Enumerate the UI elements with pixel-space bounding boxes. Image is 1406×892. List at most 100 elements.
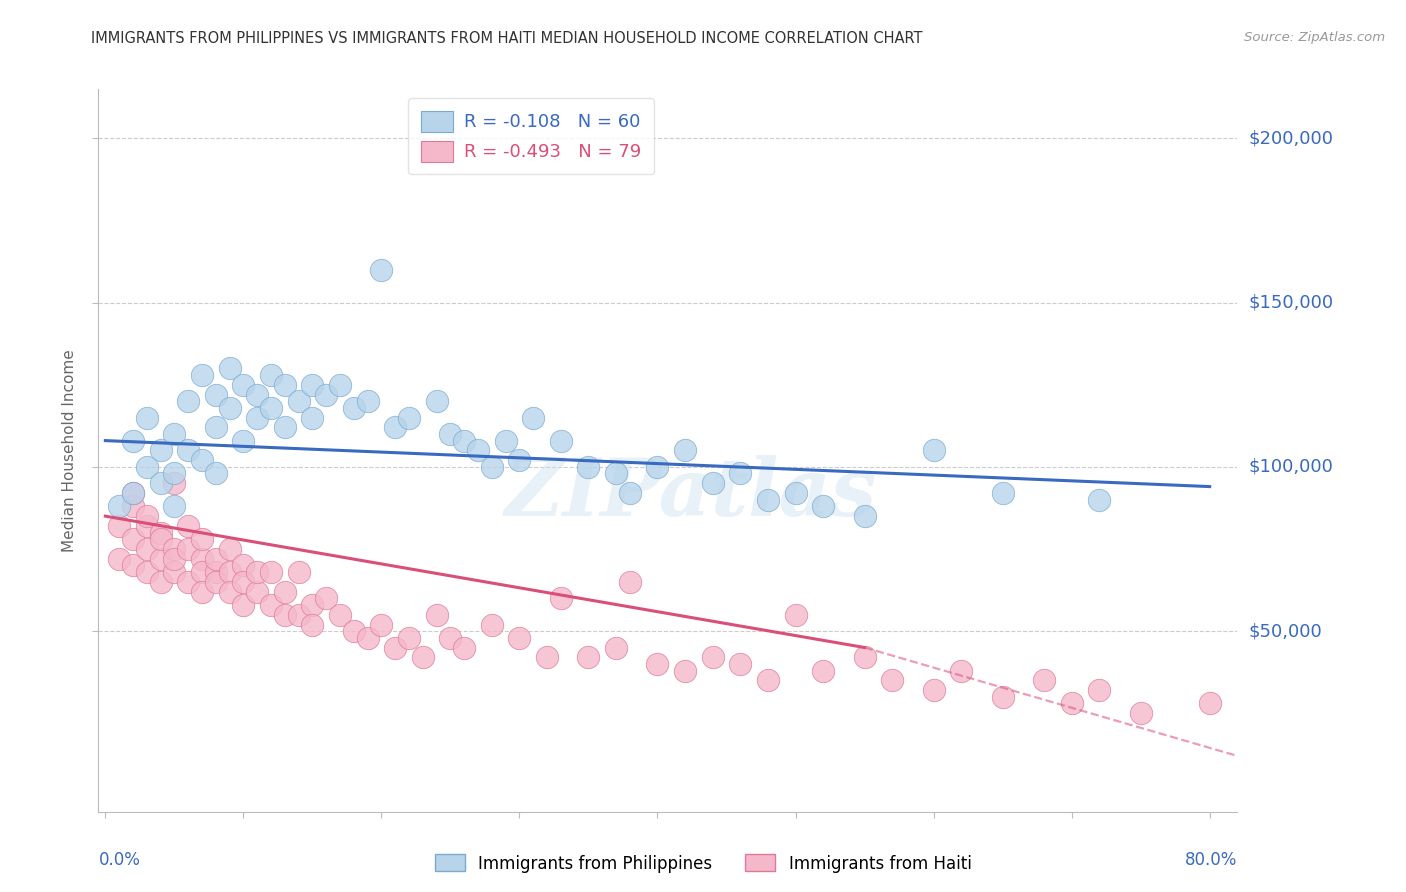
Point (274, 377, 297, 392)
Point (191, 584, 214, 599)
Point (135, 519, 157, 533)
Text: 0.0%: 0.0% (98, 851, 141, 869)
Point (260, 368, 283, 382)
Point (730, 467, 752, 481)
Point (950, 664, 973, 678)
Text: Source: ZipAtlas.com: Source: ZipAtlas.com (1244, 31, 1385, 45)
Y-axis label: Median Household Income: Median Household Income (62, 349, 77, 552)
Point (135, 459, 157, 474)
Point (135, 565, 157, 579)
Point (756, 492, 779, 507)
Point (1088, 492, 1111, 507)
Point (647, 657, 669, 671)
Point (232, 598, 254, 612)
Point (191, 551, 214, 566)
Point (1198, 696, 1220, 710)
Point (439, 427, 461, 442)
Point (922, 683, 945, 698)
Point (536, 650, 558, 665)
Point (108, 519, 131, 533)
Point (287, 565, 309, 579)
Point (122, 532, 145, 546)
Point (922, 443, 945, 458)
Point (991, 486, 1014, 500)
Point (177, 443, 200, 458)
Point (495, 434, 517, 448)
Point (384, 420, 406, 434)
Point (149, 443, 172, 458)
Point (522, 410, 544, 425)
Point (398, 410, 420, 425)
Point (426, 394, 449, 409)
Point (122, 486, 145, 500)
Point (811, 500, 834, 514)
Point (149, 532, 172, 546)
Point (508, 631, 530, 645)
Point (1088, 683, 1111, 698)
Point (191, 565, 214, 579)
Point (204, 387, 226, 401)
Point (246, 410, 269, 425)
Point (122, 558, 145, 573)
Point (246, 387, 269, 401)
Point (122, 500, 145, 514)
Point (481, 459, 503, 474)
Point (177, 541, 200, 556)
Point (702, 650, 724, 665)
Point (578, 459, 600, 474)
Point (135, 509, 157, 524)
Point (108, 551, 131, 566)
Point (384, 640, 406, 655)
Point (605, 640, 627, 655)
Point (274, 420, 297, 434)
Point (218, 361, 240, 376)
Point (550, 591, 572, 606)
Point (673, 664, 696, 678)
Point (412, 650, 434, 665)
Point (232, 377, 254, 392)
Text: $100,000: $100,000 (1249, 458, 1333, 475)
Point (163, 467, 186, 481)
Point (301, 377, 323, 392)
Point (191, 368, 214, 382)
Point (356, 394, 378, 409)
Point (756, 673, 779, 688)
Point (467, 443, 489, 458)
Point (135, 410, 157, 425)
Point (232, 434, 254, 448)
Point (343, 401, 366, 415)
Point (702, 476, 724, 491)
Point (149, 551, 172, 566)
Point (619, 486, 641, 500)
Point (301, 617, 323, 632)
Text: ZIPatlas: ZIPatlas (505, 455, 877, 533)
Point (1033, 673, 1056, 688)
Point (149, 574, 172, 589)
Point (853, 650, 876, 665)
Point (785, 607, 807, 622)
Point (204, 551, 226, 566)
Point (108, 500, 131, 514)
Point (1129, 706, 1152, 721)
Point (605, 467, 627, 481)
Point (191, 532, 214, 546)
Point (426, 607, 449, 622)
Point (453, 640, 475, 655)
Point (204, 467, 226, 481)
Point (204, 565, 226, 579)
Point (550, 434, 572, 448)
Point (149, 525, 172, 540)
Point (343, 624, 366, 639)
Point (232, 558, 254, 573)
Text: $150,000: $150,000 (1249, 293, 1333, 311)
Point (163, 476, 186, 491)
Legend: Immigrants from Philippines, Immigrants from Haiti: Immigrants from Philippines, Immigrants … (427, 847, 979, 880)
Point (163, 565, 186, 579)
Point (177, 574, 200, 589)
Point (398, 631, 420, 645)
Point (149, 476, 172, 491)
Point (163, 427, 186, 442)
Point (204, 420, 226, 434)
Point (578, 650, 600, 665)
Point (232, 574, 254, 589)
